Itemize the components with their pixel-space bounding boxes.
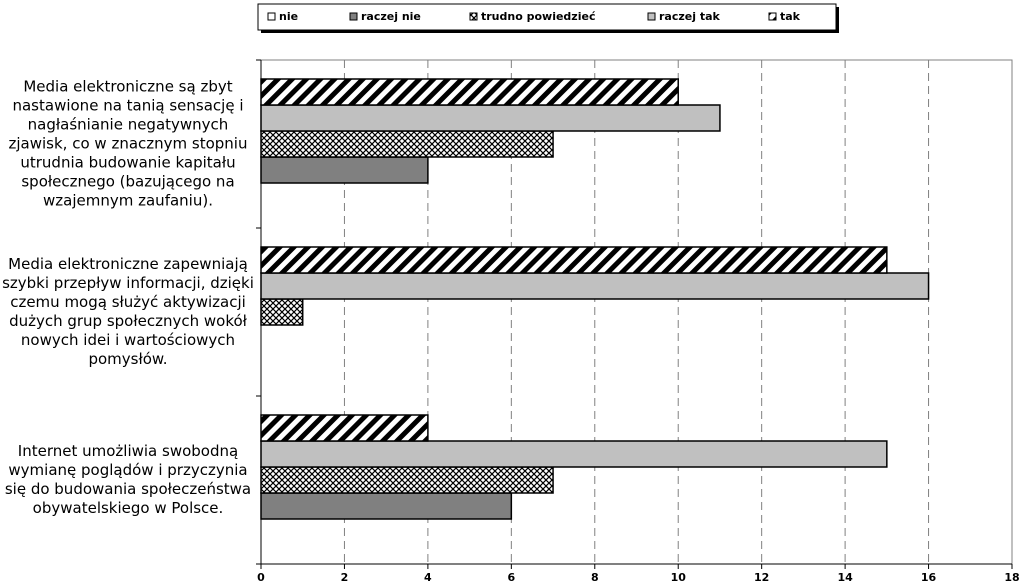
bar xyxy=(260,78,679,106)
bar xyxy=(260,104,721,132)
x-tick-label: 8 xyxy=(591,571,599,584)
bar xyxy=(260,246,888,274)
x-tick-label: 0 xyxy=(257,571,265,584)
bar xyxy=(260,440,888,468)
bar xyxy=(260,156,429,184)
x-tick-label: 10 xyxy=(671,571,687,584)
x-tick-label: 12 xyxy=(754,571,769,584)
bar xyxy=(260,298,304,326)
category-label: Media elektroniczne zapewniają szybki pr… xyxy=(2,255,254,368)
legend-label: tak xyxy=(780,10,801,23)
category-label: Internet umożliwia swobodną wymianę pogl… xyxy=(4,442,252,517)
bar xyxy=(260,492,513,520)
x-tick-label: 4 xyxy=(424,571,432,584)
x-tick-label: 18 xyxy=(1004,571,1019,584)
x-tick-label: 14 xyxy=(837,571,853,584)
bar xyxy=(260,466,554,494)
x-tick-label: 2 xyxy=(341,571,349,584)
legend-swatch xyxy=(349,12,358,21)
legend-swatch xyxy=(647,12,656,21)
bar xyxy=(260,414,429,442)
legend-swatch xyxy=(267,12,276,21)
bar xyxy=(260,272,930,300)
bar xyxy=(260,130,554,158)
legend-label: raczej nie xyxy=(361,10,421,23)
legend-swatch xyxy=(469,12,478,21)
legend-label: nie xyxy=(279,10,298,23)
x-tick-label: 16 xyxy=(921,571,937,584)
category-label: Media elektroniczne są zbyt nastawione n… xyxy=(8,77,248,210)
legend-swatch xyxy=(768,12,777,21)
x-tick-label: 6 xyxy=(508,571,516,584)
legend-label: trudno powiedzieć xyxy=(481,10,596,23)
legend-label: raczej tak xyxy=(659,10,721,23)
